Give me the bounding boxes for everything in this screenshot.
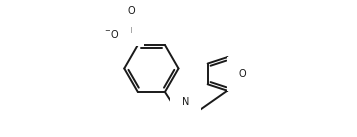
Text: $^{-}$O: $^{-}$O [104, 28, 119, 40]
Text: N: N [182, 97, 189, 107]
Text: O: O [239, 69, 246, 79]
Text: $^{+}$: $^{+}$ [130, 23, 136, 29]
Text: N: N [125, 25, 133, 35]
Text: O: O [128, 6, 136, 16]
